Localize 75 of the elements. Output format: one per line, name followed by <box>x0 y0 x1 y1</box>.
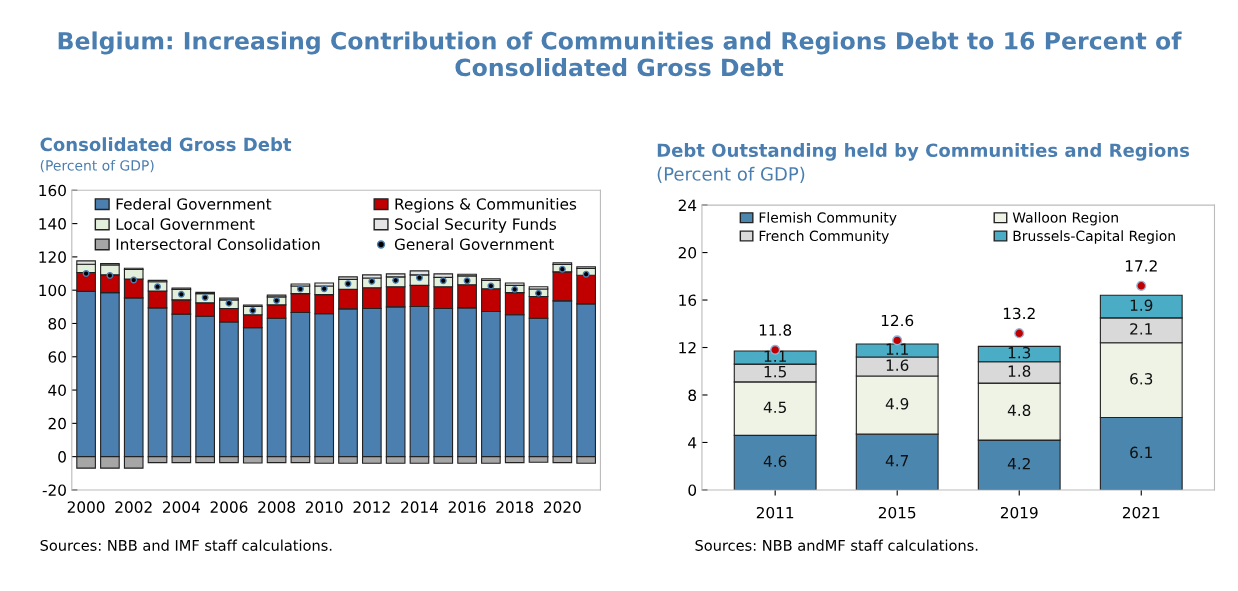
legend-label: Regions & Communities <box>395 197 577 213</box>
legend-label: Intersectoral Consolidation <box>116 238 320 251</box>
data-label: 1.3 <box>1008 346 1031 359</box>
y-tick-label: 24 <box>678 199 697 211</box>
y-tick-label: 12 <box>679 341 696 354</box>
point <box>106 272 114 280</box>
legend-label: Brussels-Capital Region <box>1013 230 1175 244</box>
y-tick-label: 20 <box>678 247 697 259</box>
y-tick-label: 16 <box>679 294 697 307</box>
legend-label: General Government <box>394 238 555 251</box>
x-tick-label: 2020 <box>544 501 581 513</box>
x-tick-label: 2006 <box>210 501 248 513</box>
data-label: 17.2 <box>1125 260 1157 272</box>
y-tick-label: -20 <box>42 484 66 496</box>
x-tick-label: 2019 <box>1000 506 1038 519</box>
data-label: 4.8 <box>1007 404 1031 417</box>
data-label: 4.7 <box>885 455 909 467</box>
data-label: 2.1 <box>1130 323 1152 335</box>
data-label: 4.9 <box>885 397 909 410</box>
point <box>130 276 138 284</box>
y-tick-label: 0 <box>58 451 66 463</box>
legend-label: Federal Government <box>116 197 272 210</box>
data-label: 6.1 <box>1130 446 1152 459</box>
y-tick-label: 60 <box>48 351 66 363</box>
x-tick-label: 2011 <box>756 506 794 519</box>
text: Belgium: Increasing Contribution of Communities and Regions Debt to 16 Percent of Consolidated Gross Debt <box>58 31 1182 77</box>
y-tick-label: 40 <box>48 384 66 397</box>
legend-label: Social Security Funds <box>395 218 557 233</box>
chart-subtitle: (Percent of GDP) <box>40 159 154 173</box>
data-label: 1.1 <box>886 343 908 355</box>
data-label: 4.2 <box>1007 457 1030 470</box>
data-label: 12.6 <box>881 314 914 327</box>
chart-title: Consolidated Gross Debt <box>40 137 292 152</box>
data-label: 4.5 <box>763 401 786 414</box>
y-tick-label: 140 <box>39 218 66 230</box>
data-label: 6.3 <box>1130 373 1153 385</box>
legend-label: Flemish Community <box>759 212 897 226</box>
data-label: 1.1 <box>764 350 786 362</box>
y-tick-label: 0 <box>688 484 697 496</box>
x-tick-label: 2018 <box>496 501 534 513</box>
source-note: Sources: NBB and IMF staff calculations. <box>40 539 332 551</box>
x-tick-label: 2012 <box>353 501 390 513</box>
source-note: Sources: NBB andMF staff calculations. <box>695 539 978 551</box>
x-tick-label: 2004 <box>163 501 200 513</box>
point <box>82 270 90 278</box>
legend-label: French Community <box>759 230 889 244</box>
data-label: 13.2 <box>1003 307 1035 320</box>
legend-label: Local Government <box>116 218 255 230</box>
point <box>1136 280 1147 291</box>
data-label: 1.5 <box>764 366 786 378</box>
x-tick-label: 2015 <box>878 506 916 519</box>
data-label: 1.9 <box>1130 299 1153 311</box>
chart-title: Debt Outstanding held by Communities and Regions <box>657 143 1190 161</box>
data-label: 11.8 <box>759 324 792 336</box>
point <box>1014 328 1025 339</box>
x-tick-label: 2008 <box>258 501 295 513</box>
x-tick-label: 2000 <box>67 501 105 513</box>
y-tick-label: 80 <box>48 317 66 330</box>
chart-subtitle: (Percent of GDP) <box>657 166 805 183</box>
legend-label: Walloon Region <box>1012 212 1118 226</box>
y-tick-label: 4 <box>688 437 697 449</box>
y-tick-label: 120 <box>39 251 66 263</box>
y-tick-label: 20 <box>48 417 66 430</box>
x-tick-label: 2014 <box>401 501 439 513</box>
y-tick-label: 8 <box>688 389 697 402</box>
y-tick-label: 160 <box>39 184 66 197</box>
x-tick-label: 2010 <box>305 501 343 513</box>
data-label: 4.6 <box>763 455 787 468</box>
y-tick-label: 100 <box>39 284 66 297</box>
x-tick-label: 2002 <box>115 501 152 513</box>
data-label: 1.8 <box>1008 365 1031 377</box>
x-tick-label: 2016 <box>448 501 486 513</box>
x-tick-label: 2021 <box>1122 506 1160 519</box>
data-label: 1.6 <box>886 359 909 371</box>
point <box>582 270 590 278</box>
